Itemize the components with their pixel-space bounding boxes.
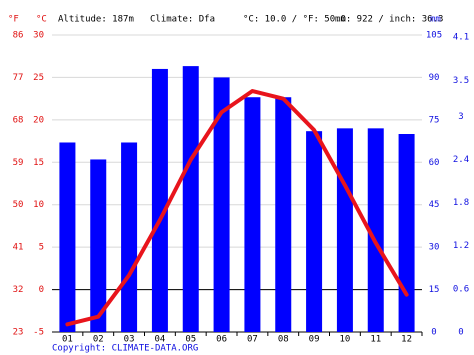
- x-tick-label: 08: [278, 335, 289, 345]
- celsius-tick-label: 0: [39, 285, 44, 295]
- x-tick-label: 11: [370, 335, 381, 345]
- celsius-tick-label: 25: [33, 73, 44, 83]
- celsius-tick-label: -5: [33, 328, 44, 338]
- inch-tick-label: 1.8: [453, 198, 469, 208]
- mm-tick-label: 45: [429, 200, 440, 210]
- x-tick-label: 01: [62, 335, 73, 345]
- mm-tick-label: 75: [429, 115, 440, 125]
- inch-tick-label: 4.1: [453, 33, 469, 43]
- temperature-line: [65, 89, 409, 327]
- altitude: Altitude: 187m: [58, 15, 134, 25]
- x-tick-label: 06: [216, 335, 227, 345]
- inch-tick-label: 3: [458, 112, 463, 122]
- fahrenheit-tick-label: 59: [13, 158, 24, 168]
- mm-tick-label: 60: [429, 158, 440, 168]
- copyright: Copyright: CLIMATE-DATA.ORG: [52, 344, 198, 354]
- precipitation-bar: [59, 142, 76, 332]
- climate: Climate: Dfa: [150, 15, 215, 25]
- fahrenheit-tick-label: 86: [13, 31, 24, 41]
- precipitation-bar: [121, 142, 138, 332]
- precipitation-bar: [90, 159, 107, 332]
- average-temperature: °C: 10.0 / °F: 50.0: [243, 15, 346, 25]
- celsius-tick-label: 5: [39, 243, 44, 253]
- x-tick-label: 10: [339, 335, 350, 345]
- celsius-tick-label: 15: [33, 158, 44, 168]
- precipitation-bar: [398, 134, 415, 332]
- precipitation-bar: [213, 77, 230, 332]
- celsius-tick-label: 30: [33, 31, 44, 41]
- mm-tick-label: 30: [429, 243, 440, 253]
- precipitation-bar: [275, 97, 292, 332]
- precipitation-bar: [367, 128, 384, 332]
- inch-tick-label: 1.2: [453, 241, 469, 251]
- total-precipitation: mm: 922 / inch: 36.3: [335, 15, 443, 25]
- fahrenheit-tick-label: 32: [13, 285, 24, 295]
- precipitation-bar: [182, 66, 199, 332]
- fahrenheit-label: °F: [8, 15, 19, 25]
- fahrenheit-tick-label: 41: [13, 243, 24, 253]
- inch-tick-label: 3.5: [453, 76, 469, 86]
- precipitation-bar: [244, 97, 261, 332]
- precipitation-bar: [306, 131, 323, 332]
- celsius-label: °C: [36, 15, 47, 25]
- x-tick-label: 05: [185, 335, 196, 345]
- mm-tick-label: 105: [426, 31, 442, 41]
- fahrenheit-tick-label: 23: [13, 328, 24, 338]
- x-tick-label: 03: [124, 335, 135, 345]
- x-tick-label: 04: [154, 335, 165, 345]
- inch-tick-label: 0: [458, 328, 463, 338]
- celsius-tick-label: 10: [33, 200, 44, 210]
- mm-label: mm: [430, 15, 441, 25]
- inch-tick-label: 0.6: [453, 284, 469, 294]
- x-tick-label: 02: [93, 335, 104, 345]
- x-tick-label: 07: [247, 335, 258, 345]
- mm-tick-label: 0: [431, 328, 436, 338]
- fahrenheit-tick-label: 77: [13, 73, 24, 83]
- precipitation-bar: [151, 68, 168, 332]
- inch-tick-label: 2.4: [453, 155, 469, 165]
- precipitation-bar: [336, 128, 353, 332]
- celsius-tick-label: 20: [33, 115, 44, 125]
- fahrenheit-tick-label: 68: [13, 115, 24, 125]
- fahrenheit-tick-label: 50: [13, 200, 24, 210]
- x-tick-label: 09: [309, 335, 320, 345]
- x-tick-label: 12: [401, 335, 412, 345]
- mm-tick-label: 90: [429, 73, 440, 83]
- mm-tick-label: 15: [429, 285, 440, 295]
